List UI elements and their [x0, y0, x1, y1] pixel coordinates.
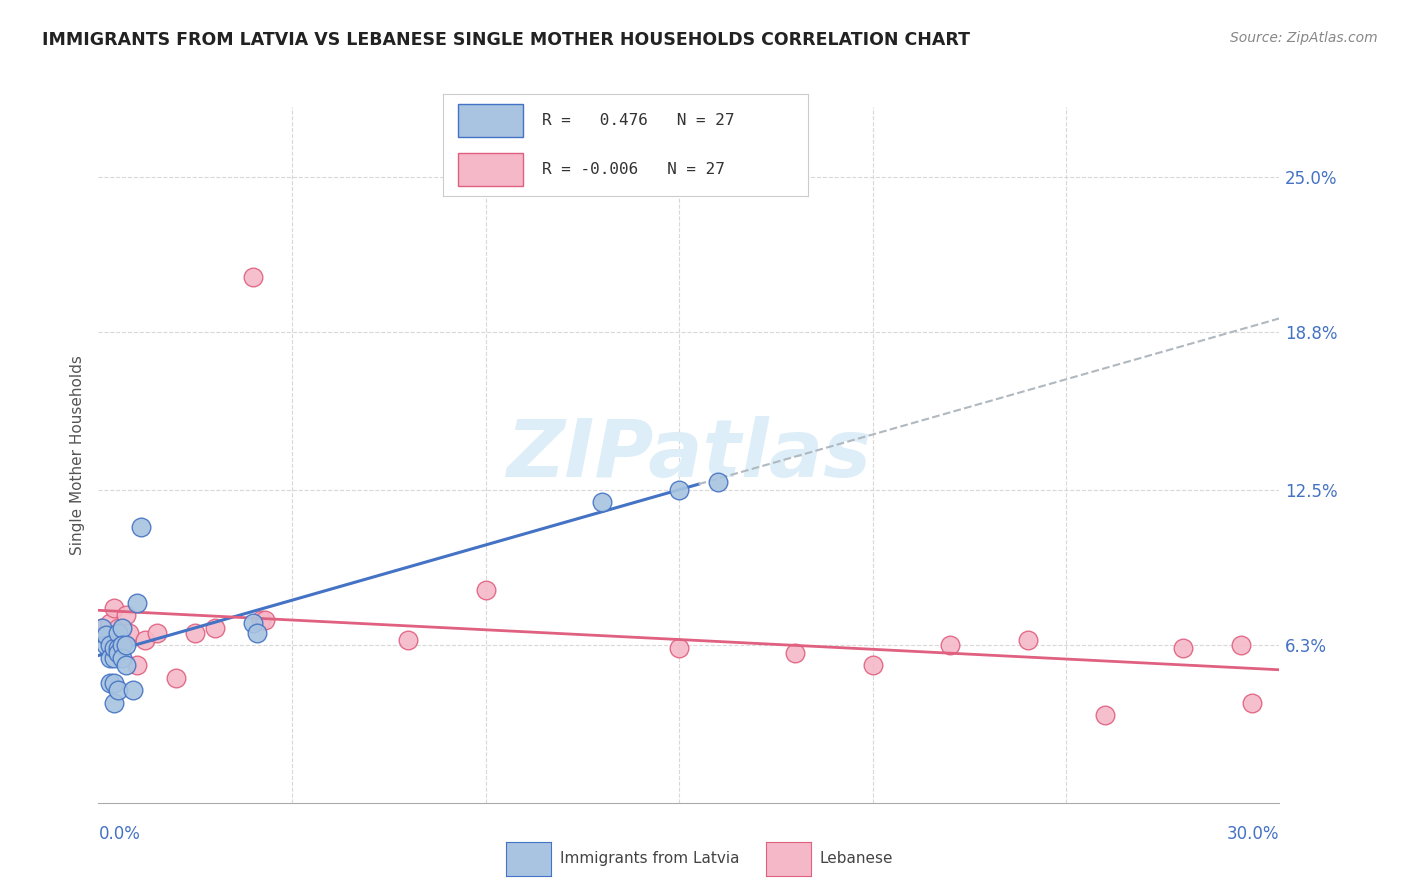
Text: Lebanese: Lebanese — [820, 852, 893, 866]
Point — [103, 696, 125, 710]
Text: 30.0%: 30.0% — [1227, 825, 1279, 843]
Point — [1017, 633, 1039, 648]
Point — [96, 628, 118, 642]
Point — [111, 638, 134, 652]
Point — [111, 650, 134, 665]
Point — [91, 621, 114, 635]
Bar — [457, 104, 523, 136]
Point — [127, 658, 149, 673]
Point — [91, 621, 114, 635]
Point — [939, 638, 962, 652]
Point — [96, 638, 118, 652]
Point — [184, 625, 207, 640]
Point — [127, 596, 149, 610]
Point — [242, 615, 264, 630]
Point — [134, 633, 156, 648]
Point — [785, 646, 807, 660]
Text: R =   0.476   N = 27: R = 0.476 N = 27 — [541, 112, 734, 128]
Point — [98, 650, 121, 665]
Text: 0.0%: 0.0% — [98, 825, 141, 843]
Point — [98, 638, 121, 652]
Point — [1241, 696, 1264, 710]
Point — [103, 600, 125, 615]
Point — [103, 675, 125, 690]
Point — [122, 683, 145, 698]
Point — [474, 583, 496, 598]
Point — [1171, 640, 1194, 655]
Point — [668, 640, 690, 655]
Point — [862, 658, 884, 673]
Point — [668, 483, 690, 497]
Point — [145, 625, 167, 640]
Point — [1229, 638, 1251, 652]
Point — [114, 608, 136, 623]
Point — [103, 640, 125, 655]
Point — [107, 625, 129, 640]
Point — [246, 625, 269, 640]
Point — [107, 621, 129, 635]
Point — [396, 633, 419, 648]
Point — [111, 621, 134, 635]
Point — [98, 615, 121, 630]
Point — [707, 475, 730, 490]
Point — [107, 640, 129, 655]
Text: R = -0.006   N = 27: R = -0.006 N = 27 — [541, 162, 724, 178]
Point — [111, 633, 134, 648]
Point — [96, 625, 118, 640]
Text: Immigrants from Latvia: Immigrants from Latvia — [560, 852, 740, 866]
Point — [165, 671, 187, 685]
Point — [253, 613, 276, 627]
Text: IMMIGRANTS FROM LATVIA VS LEBANESE SINGLE MOTHER HOUSEHOLDS CORRELATION CHART: IMMIGRANTS FROM LATVIA VS LEBANESE SINGL… — [42, 31, 970, 49]
Point — [107, 646, 129, 660]
Text: Source: ZipAtlas.com: Source: ZipAtlas.com — [1230, 31, 1378, 45]
Point — [107, 683, 129, 698]
Point — [114, 658, 136, 673]
Point — [242, 270, 264, 285]
Point — [129, 520, 152, 534]
Y-axis label: Single Mother Households: Single Mother Households — [70, 355, 86, 555]
Point — [250, 613, 273, 627]
Point — [103, 650, 125, 665]
Point — [1094, 708, 1116, 723]
Point — [591, 495, 613, 509]
Point — [118, 625, 141, 640]
Bar — [457, 153, 523, 186]
Text: ZIPatlas: ZIPatlas — [506, 416, 872, 494]
Point — [204, 621, 226, 635]
Point — [114, 638, 136, 652]
Point — [98, 675, 121, 690]
